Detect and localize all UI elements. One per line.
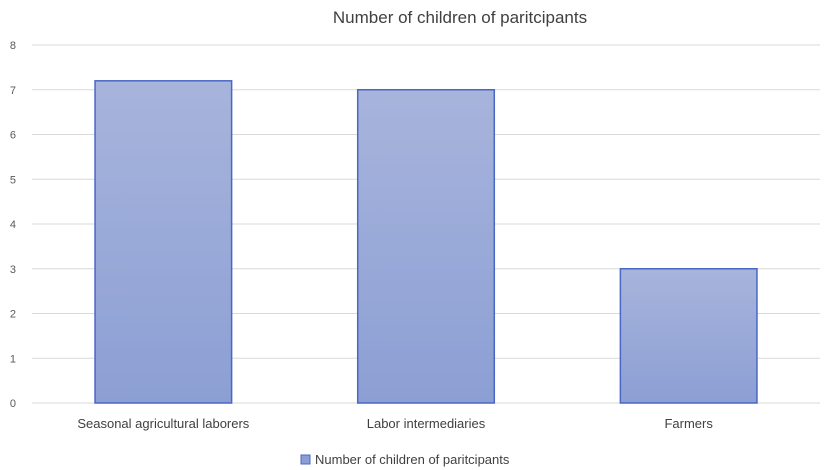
legend: Number of children of paritcipants <box>300 452 510 467</box>
y-tick-label: 1 <box>10 353 16 365</box>
bar <box>94 80 233 404</box>
x-axis-labels: Seasonal agricultural laborers Labor inte… <box>77 416 713 431</box>
bar <box>356 89 496 404</box>
y-tick-label: 0 <box>10 398 16 410</box>
y-tick-label: 3 <box>10 264 16 276</box>
y-tick-label: 2 <box>10 309 16 321</box>
legend-label: Number of children of paritcipants <box>315 452 510 467</box>
x-category-label: Seasonal agricultural laborers <box>77 416 249 431</box>
y-tick-label: 5 <box>10 174 16 186</box>
y-tick-label: 6 <box>10 130 16 142</box>
y-tick-label: 8 <box>10 40 16 52</box>
chart-title: Number of children of paritcipants <box>333 8 587 27</box>
legend-swatch <box>300 454 311 465</box>
x-category-label: Labor intermediaries <box>367 416 486 431</box>
y-tick-label: 7 <box>10 85 16 97</box>
y-tick-label: 4 <box>10 219 16 231</box>
y-axis-ticks: 0 1 2 3 4 5 6 7 8 <box>10 40 16 410</box>
bars <box>94 80 758 404</box>
bar <box>619 268 758 404</box>
x-category-label: Farmers <box>664 416 713 431</box>
